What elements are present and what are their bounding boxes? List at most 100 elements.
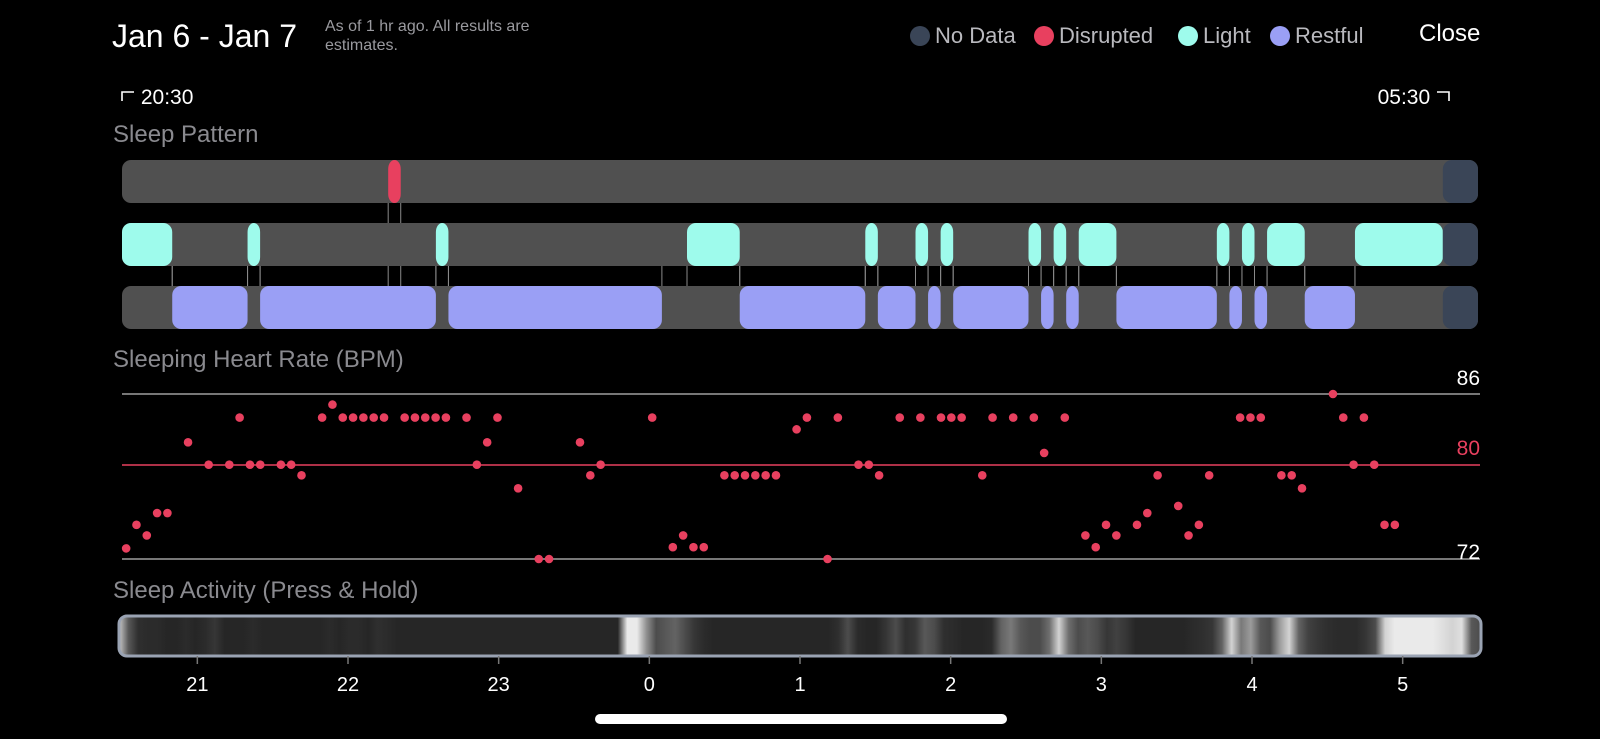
heart-rate-point <box>864 460 874 470</box>
heart-rate-point <box>761 471 770 480</box>
restful-segment <box>1066 286 1079 329</box>
home-indicator[interactable] <box>595 714 1007 724</box>
heart-rate-point <box>792 425 801 434</box>
heart-rate-point <box>751 471 760 480</box>
heart-rate-point <box>1338 413 1348 422</box>
close-button[interactable]: Close <box>1419 20 1481 47</box>
heart-rate-point <box>276 460 286 470</box>
restful-segment <box>877 286 916 329</box>
axis-tick-label: 1 <box>794 674 805 696</box>
heart-rate-point <box>493 413 502 422</box>
heart-rate-point <box>1359 413 1369 422</box>
heart-rate-point <box>802 413 812 422</box>
axis-tick-label: 2 <box>945 674 956 696</box>
heart-rate-point <box>740 471 750 480</box>
heart-rate-point <box>833 413 843 422</box>
heart-rate-point <box>916 413 925 422</box>
heart-rate-point <box>1328 389 1338 399</box>
heart-rate-point <box>1081 531 1090 540</box>
disrupted-swatch <box>1034 26 1054 46</box>
light-segment <box>865 223 878 266</box>
heart-rate-point <box>255 460 265 470</box>
light-segment <box>247 223 261 266</box>
restful-segment <box>1229 286 1242 329</box>
axis-tick-label: 21 <box>186 674 208 696</box>
no-data-segment <box>1442 286 1478 329</box>
heart-rate-point <box>235 413 244 422</box>
end-time: 05:30 <box>1378 86 1450 110</box>
sleep-activity-chart[interactable]: 21 22 23 0 1 2 3 4 5 <box>0 612 1600 712</box>
heart-rate-point <box>1277 471 1286 480</box>
heart-rate-point <box>1256 413 1266 422</box>
disrupted-segment <box>388 160 401 203</box>
heart-rate-point <box>400 413 409 422</box>
heart-rate-point <box>689 542 698 552</box>
heart-rate-point <box>1184 531 1193 540</box>
heart-rate-point <box>1008 413 1018 422</box>
heart-rate-title: Sleeping Heart Rate (BPM) <box>113 346 404 373</box>
legend-label: No Data <box>935 23 1016 48</box>
heart-rate-point <box>225 460 234 470</box>
heart-rate-point <box>431 413 440 422</box>
heart-rate-point <box>1246 413 1255 422</box>
heart-rate-point <box>1142 508 1152 518</box>
heart-rate-point <box>977 471 987 480</box>
restful-segment <box>172 286 248 329</box>
heart-rate-point <box>1060 413 1070 422</box>
axis-tick-label: 23 <box>488 674 510 696</box>
light-segment <box>1053 223 1067 266</box>
light-segment <box>435 223 449 266</box>
axis-tick-label: 22 <box>337 674 359 696</box>
heart-rate-point <box>441 413 451 422</box>
heart-rate-point <box>596 460 605 470</box>
heart-rate-point <box>854 460 863 470</box>
restful-segment <box>1304 286 1355 329</box>
heart-rate-point <box>947 413 956 422</box>
restful-segment <box>260 286 436 329</box>
light-segment <box>1267 223 1305 266</box>
heart-rate-point <box>534 554 544 564</box>
heart-rate-point <box>183 438 193 447</box>
legend-label: Disrupted <box>1059 23 1154 48</box>
restful-segment <box>739 286 866 329</box>
end-bracket-icon <box>1437 91 1450 102</box>
min-label: 72 <box>1457 541 1480 564</box>
legend-disrupted: Disrupted <box>1034 22 1153 50</box>
activity-track[interactable] <box>117 614 1483 658</box>
heart-rate-point <box>245 460 255 470</box>
sleep-pattern-chart[interactable] <box>0 150 1600 335</box>
sleep-activity-title: Sleep Activity (Press & Hold) <box>113 577 419 604</box>
track-disrupted <box>122 160 1478 203</box>
heart-rate-point <box>771 471 781 480</box>
heart-rate-point <box>410 413 420 422</box>
start-time: 20:30 <box>121 86 193 110</box>
heart-rate-point <box>472 460 482 470</box>
heart-rate-point <box>544 554 554 564</box>
heart-rate-chart[interactable]: 86 80 72 <box>0 370 1600 570</box>
heart-rate-point <box>286 460 296 470</box>
heart-rate-point <box>359 413 368 422</box>
start-time-label: 20:30 <box>140 86 194 109</box>
light-segment <box>1216 223 1230 266</box>
heart-rate-point <box>420 413 430 422</box>
max-label: 86 <box>1457 370 1480 390</box>
estimate-note: As of 1 hr ago. All results are estimate… <box>325 18 530 54</box>
heart-rate-point <box>1173 501 1183 511</box>
heart-rate-point <box>204 460 213 470</box>
heart-rate-point <box>678 531 688 540</box>
heart-rate-point <box>1349 460 1358 470</box>
legend-light: Light <box>1178 22 1251 50</box>
legend-label: Restful <box>1295 23 1364 48</box>
restful-segment <box>1116 286 1217 329</box>
light-segment <box>915 223 929 266</box>
heart-rate-point <box>163 508 172 518</box>
restful-segment <box>953 286 1029 329</box>
start-bracket-icon <box>121 91 134 102</box>
heart-rate-point <box>462 413 471 422</box>
heart-rate-point <box>369 413 379 422</box>
heart-rate-point <box>379 413 389 422</box>
heart-rate-point <box>328 400 337 409</box>
heart-rate-point <box>132 520 141 530</box>
light-segment <box>1078 223 1117 266</box>
axis-tick-label: 5 <box>1397 674 1408 696</box>
